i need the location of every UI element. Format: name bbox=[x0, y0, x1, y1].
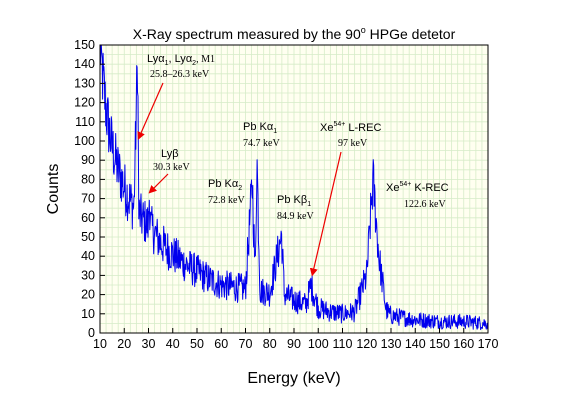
x-tick-label: 170 bbox=[478, 337, 499, 351]
annotation-pb-ka2-label: Pb Kα2 bbox=[208, 178, 242, 192]
annotation-xe-lrec: Xe54+ L-REC 97 keV bbox=[320, 121, 381, 149]
x-axis-label: Energy (keV) bbox=[247, 370, 340, 387]
annotation-pb-ka2-energy: 72.8 keV bbox=[208, 195, 245, 206]
y-tick-label: 70 bbox=[81, 192, 95, 206]
x-tick-label: 90 bbox=[287, 337, 301, 351]
annotation-xe-lrec-label: Xe54+ L-REC bbox=[320, 121, 381, 134]
x-tick-label: 110 bbox=[333, 337, 353, 351]
axis-ticks: 10 20 30 40 50 60 70 80 90 100 110 120 130 140 150 160 1… bbox=[74, 38, 498, 351]
chart-title: X-Ray spectrum measured by the 90o HPGe … bbox=[133, 25, 456, 42]
annotation-arrow bbox=[148, 173, 169, 194]
annotation-pb-kb1-label: Pb Kβ1 bbox=[277, 194, 311, 208]
x-tick-label: 100 bbox=[308, 337, 329, 351]
x-tick-label: 120 bbox=[356, 337, 377, 351]
x-tick-label: 50 bbox=[190, 337, 204, 351]
annotation-ly-alpha: Lyα1, Lyα2, M1 25.8–26.3 keV bbox=[147, 53, 215, 80]
x-tick-label: 150 bbox=[429, 337, 450, 351]
annotation-xe-krec-label: Xe54+ K-REC bbox=[386, 181, 449, 194]
series-group bbox=[99, 44, 489, 331]
y-tick-label: 60 bbox=[81, 211, 95, 225]
annotation-pb-ka1-label: Pb Kα1 bbox=[243, 121, 277, 135]
y-tick-label: 0 bbox=[88, 326, 95, 340]
x-tick-label: 140 bbox=[405, 337, 426, 351]
annotation-ly-beta: Lyβ 30.3 keV bbox=[153, 148, 190, 173]
y-tick-label: 30 bbox=[81, 268, 95, 282]
x-tick-label: 40 bbox=[166, 337, 180, 351]
y-tick-label: 110 bbox=[75, 115, 95, 129]
y-tick-label: 100 bbox=[74, 134, 95, 148]
annotation-arrows bbox=[137, 82, 342, 277]
x-tick-label: 30 bbox=[142, 337, 156, 351]
annotation-xe-krec-energy: 122.6 keV bbox=[404, 199, 446, 210]
y-tick-label: 140 bbox=[74, 57, 95, 71]
annotation-pb-ka1-energy: 74.7 keV bbox=[243, 138, 280, 149]
annotation-arrow bbox=[137, 82, 164, 140]
y-tick-label: 150 bbox=[74, 38, 95, 52]
annotation-xe-lrec-energy: 97 keV bbox=[338, 138, 368, 149]
x-tick-label: 160 bbox=[453, 337, 474, 351]
y-tick-label: 120 bbox=[74, 96, 95, 110]
x-tick-label: 80 bbox=[263, 337, 277, 351]
y-axis-label: Counts bbox=[45, 164, 62, 215]
annotation-xe-krec: Xe54+ K-REC 122.6 keV bbox=[386, 181, 449, 210]
annotation-ly-beta-energy: 30.3 keV bbox=[153, 162, 190, 173]
y-tick-label: 10 bbox=[81, 307, 95, 321]
annotation-pb-kb1-energy: 84.9 keV bbox=[277, 211, 314, 222]
annotation-pb-ka1: Pb Kα1 74.7 keV bbox=[243, 121, 280, 149]
annotation-ly-alpha-energy: 25.8–26.3 keV bbox=[150, 69, 210, 80]
y-tick-label: 50 bbox=[81, 230, 95, 244]
y-tick-label: 90 bbox=[81, 153, 95, 167]
annotation-pb-ka2: Pb Kα2 72.8 keV bbox=[208, 178, 245, 206]
annotation-pb-kb1: Pb Kβ1 84.9 keV bbox=[277, 194, 314, 222]
x-tick-label: 130 bbox=[381, 337, 402, 351]
annotation-ly-beta-label: Lyβ bbox=[161, 148, 179, 160]
annotation-arrow bbox=[309, 151, 342, 277]
y-tick-label: 80 bbox=[81, 172, 95, 186]
annotation-ly-alpha-label: Lyα1, Lyα2, M1 bbox=[147, 53, 215, 67]
x-tick-label: 20 bbox=[117, 337, 131, 351]
spectrum-line bbox=[99, 44, 489, 331]
y-tick-label: 40 bbox=[81, 249, 95, 263]
y-tick-label: 130 bbox=[74, 76, 95, 90]
x-tick-label: 70 bbox=[239, 337, 253, 351]
x-tick-label: 10 bbox=[93, 337, 107, 351]
y-tick-label: 20 bbox=[81, 288, 95, 302]
x-tick-label: 60 bbox=[214, 337, 228, 351]
